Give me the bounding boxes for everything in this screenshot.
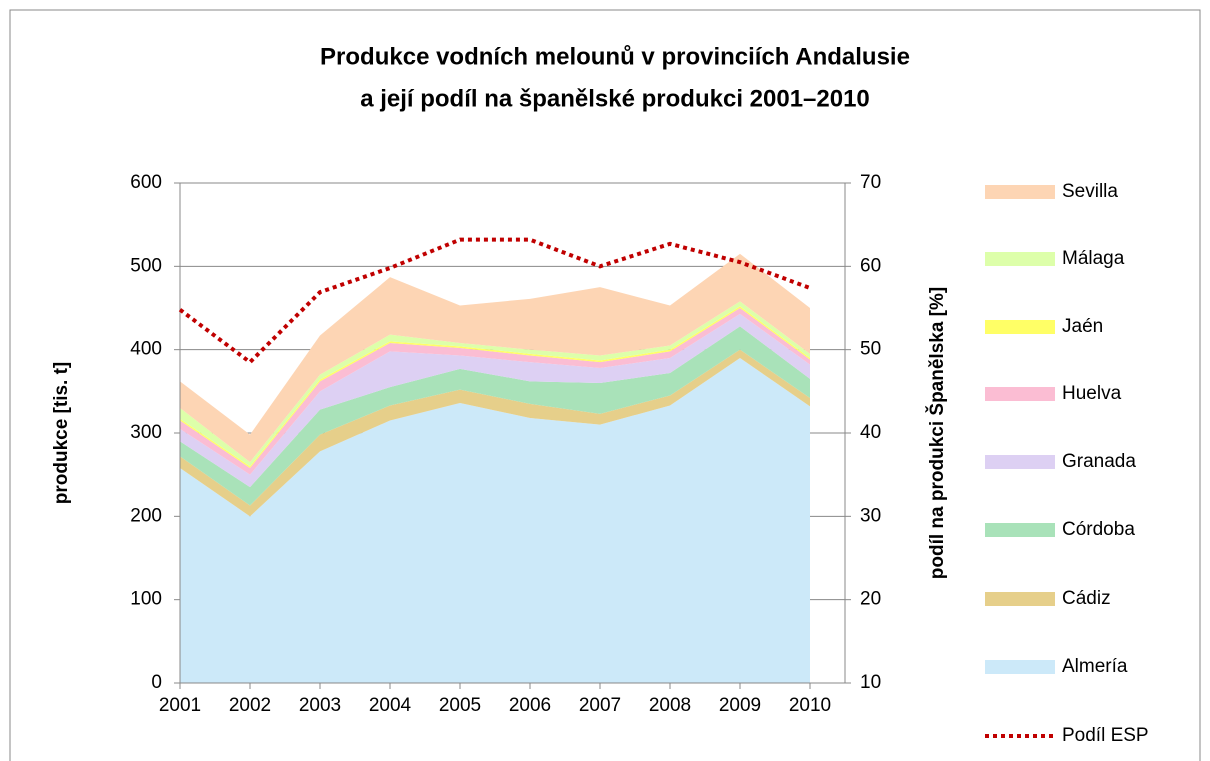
line — [178, 237, 811, 365]
area — [180, 313, 810, 488]
x-tick-label: 2004 — [369, 695, 412, 716]
legend-label: Granada — [1062, 451, 1136, 472]
legend-swatch — [985, 592, 1055, 606]
x-tick-label: 2005 — [439, 695, 481, 716]
legend-label: Cádiz — [1062, 588, 1111, 609]
x-tick-label: 2008 — [649, 695, 691, 716]
y2-tick-label: 30 — [860, 505, 881, 526]
legend-label: Jaén — [1062, 316, 1103, 337]
legend-label: Córdoba — [1062, 519, 1135, 540]
legend-swatch — [985, 387, 1055, 401]
x-tick-label: 2006 — [509, 695, 551, 716]
x-tick-label: 2009 — [719, 695, 761, 716]
x-tick-label: 2003 — [299, 695, 341, 716]
legend-label: Podíl ESP — [1062, 725, 1149, 746]
legend-label: Almería — [1062, 656, 1128, 677]
x-tick-label: 2010 — [789, 695, 831, 716]
area — [180, 326, 810, 506]
chart-title: Produkce vodních melounů v provinciích A… — [320, 43, 910, 70]
y2-tick-label: 10 — [860, 672, 881, 693]
y2-tick-label: 60 — [860, 255, 881, 276]
legend-swatch — [985, 252, 1055, 266]
legend-swatch — [985, 660, 1055, 674]
legend-swatch — [985, 455, 1055, 469]
y-tick-label: 400 — [130, 339, 162, 360]
legend-label: Málaga — [1062, 248, 1125, 269]
x-tick-label: 2002 — [229, 695, 271, 716]
y-tick-label: 600 — [130, 172, 162, 193]
chart-subtitle: a její podíl na španělské produkci 2001–… — [360, 85, 870, 112]
legend-label: Huelva — [1062, 383, 1122, 404]
legend-swatch — [985, 320, 1055, 334]
y-tick-label: 500 — [130, 255, 162, 276]
y-axis-label: produkce [tis. t] — [51, 362, 72, 505]
y-tick-label: 0 — [151, 672, 162, 693]
legend-swatch — [985, 523, 1055, 537]
y-tick-label: 100 — [130, 589, 162, 610]
y2-tick-label: 20 — [860, 589, 881, 610]
legend-label: Sevilla — [1062, 181, 1118, 202]
x-tick-label: 2001 — [159, 695, 201, 716]
area — [180, 358, 810, 683]
area — [180, 253, 810, 463]
y2-tick-label: 70 — [860, 172, 881, 193]
y2-axis-label: podíl na produkci Španělska [%] — [926, 287, 948, 579]
y-tick-label: 300 — [130, 422, 162, 443]
x-tick-label: 2007 — [579, 695, 621, 716]
y2-tick-label: 40 — [860, 422, 881, 443]
y-tick-label: 200 — [130, 505, 162, 526]
y2-tick-label: 50 — [860, 339, 881, 360]
legend-swatch — [985, 185, 1055, 199]
